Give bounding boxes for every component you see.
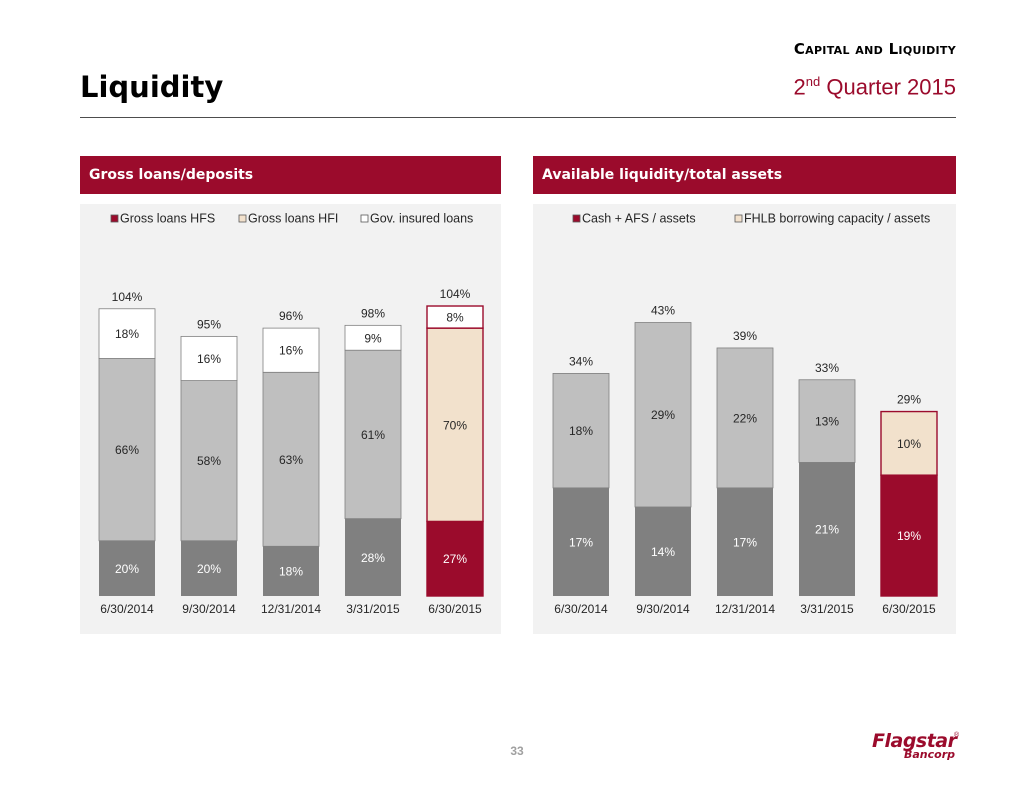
bar-fhlb-borrowing-capacity-assets-1	[634, 322, 692, 508]
logo-subtitle: Bancorp	[904, 748, 956, 761]
x-tick-label-4: 6/30/2015	[882, 602, 936, 616]
x-tick-label-1: 9/30/2014	[636, 602, 690, 616]
section-title: Capital and Liquidity	[793, 40, 956, 58]
bar-fhlb-borrowing-capacity-assets-3	[798, 379, 856, 463]
data-label-gross-loans-hfs-1: 20%	[197, 562, 221, 576]
bar-gov-insured-loans-3	[344, 324, 402, 351]
legend-label-fhlb-borrowing-capacity-assets: FHLB borrowing capacity / assets	[744, 212, 930, 226]
bar-gross-loans-hfi-1	[180, 380, 238, 542]
total-label-3: 33%	[815, 361, 839, 375]
data-label-fhlb-borrowing-capacity-assets-3: 13%	[815, 415, 839, 429]
total-label-2: 96%	[279, 309, 303, 323]
page-title: Liquidity	[80, 70, 224, 104]
right-panel-header: Available liquidity/total assets	[533, 156, 956, 194]
data-label-cash-afs-assets-0: 17%	[569, 535, 593, 549]
data-label-gross-loans-hfi-0: 66%	[115, 443, 139, 457]
data-label-gross-loans-hfi-2: 63%	[279, 453, 303, 467]
x-tick-label-2: 12/31/2014	[715, 602, 775, 616]
data-label-cash-afs-assets-3: 21%	[815, 523, 839, 537]
bar-gov-insured-loans-1	[180, 335, 238, 381]
data-label-gov-insured-loans-3: 9%	[364, 331, 382, 345]
data-label-gross-loans-hfs-3: 28%	[361, 551, 385, 565]
total-label-1: 43%	[651, 304, 675, 318]
bar-cash-afs-assets-3	[799, 462, 855, 596]
quarter-label: 2nd Quarter 2015	[793, 74, 956, 100]
bar-fhlb-borrowing-capacity-assets-4	[880, 410, 938, 476]
legend-swatch-gross-loans-hfs	[110, 214, 119, 223]
x-tick-label-3: 3/31/2015	[346, 602, 400, 616]
legend-swatch-cash-afs-assets	[572, 214, 581, 223]
flagstar-logo: Flagstar ® Bancorp	[872, 730, 964, 762]
data-label-gov-insured-loans-1: 16%	[197, 352, 221, 366]
x-tick-label-0: 6/30/2014	[100, 602, 154, 616]
data-label-gov-insured-loans-4: 8%	[446, 311, 464, 325]
bar-gov-insured-loans-4	[426, 305, 484, 329]
x-tick-label-4: 6/30/2015	[428, 602, 482, 616]
left-panel-header: Gross loans/deposits	[80, 156, 501, 194]
legend-label-gross-loans-hfi: Gross loans HFI	[248, 212, 338, 226]
bar-gov-insured-loans-2	[262, 327, 320, 373]
data-label-gross-loans-hfs-4: 27%	[443, 552, 467, 566]
legend-label-gross-loans-hfs: Gross loans HFS	[120, 212, 215, 226]
data-label-gross-loans-hfi-1: 58%	[197, 454, 221, 468]
header-divider	[80, 117, 956, 118]
data-label-gov-insured-loans-0: 18%	[115, 327, 139, 341]
data-label-cash-afs-assets-4: 19%	[897, 529, 921, 543]
data-label-gross-loans-hfi-4: 70%	[443, 418, 467, 432]
data-label-gov-insured-loans-2: 16%	[279, 344, 303, 358]
gross-loans-deposits-chart: Gross loans HFS Gross loans HFI Gov. insur…	[98, 212, 484, 616]
x-tick-label-3: 3/31/2015	[800, 602, 854, 616]
data-label-fhlb-borrowing-capacity-assets-0: 18%	[569, 424, 593, 438]
gross-loans-deposits-chart-panel: Gross loans HFS Gross loans HFI Gov. insur…	[80, 204, 501, 634]
data-label-gross-loans-hfi-3: 61%	[361, 428, 385, 442]
page-number: 33	[510, 744, 524, 758]
legend-swatch-fhlb-borrowing-capacity-assets	[734, 214, 743, 223]
data-label-gross-loans-hfs-2: 18%	[279, 565, 303, 579]
bar-cash-afs-assets-2	[717, 487, 773, 596]
data-label-fhlb-borrowing-capacity-assets-2: 22%	[733, 411, 757, 425]
bar-gross-loans-hfi-4	[426, 327, 484, 523]
data-label-fhlb-borrowing-capacity-assets-1: 29%	[651, 408, 675, 422]
total-label-0: 104%	[112, 290, 143, 304]
bar-gov-insured-loans-0	[98, 308, 156, 359]
logo-wordmark: Flagstar	[872, 730, 957, 752]
total-label-4: 104%	[440, 287, 471, 301]
total-label-4: 29%	[897, 393, 921, 407]
legend-swatch-gov-insured-loans	[360, 214, 369, 223]
bar-gross-loans-hfi-3	[344, 349, 402, 520]
bar-gross-loans-hfs-1	[181, 540, 237, 596]
available-liquidity-chart: Cash + AFS / assets FHLB borrowing capaci…	[552, 212, 938, 616]
bar-cash-afs-assets-0	[553, 487, 609, 596]
available-liquidity-chart-panel: Cash + AFS / assets FHLB borrowing capaci…	[533, 204, 956, 634]
bar-gross-loans-hfs-0	[99, 540, 155, 596]
bar-fhlb-borrowing-capacity-assets-2	[716, 347, 774, 489]
bar-fhlb-borrowing-capacity-assets-0	[552, 372, 610, 489]
bar-cash-afs-assets-1	[635, 506, 691, 596]
total-label-2: 39%	[733, 329, 757, 343]
legend-swatch-gross-loans-hfi	[238, 214, 247, 223]
x-tick-label-0: 6/30/2014	[554, 602, 608, 616]
bar-cash-afs-assets-4	[880, 474, 938, 597]
bar-gross-loans-hfi-2	[262, 371, 320, 547]
total-label-0: 34%	[569, 354, 593, 368]
x-tick-label-2: 12/31/2014	[261, 602, 321, 616]
data-label-cash-afs-assets-1: 14%	[651, 545, 675, 559]
legend-label-gov-insured-loans: Gov. insured loans	[370, 212, 473, 226]
data-label-fhlb-borrowing-capacity-assets-4: 10%	[897, 437, 921, 451]
bar-gross-loans-hfs-3	[345, 518, 401, 596]
data-label-gross-loans-hfs-0: 20%	[115, 562, 139, 576]
data-label-cash-afs-assets-2: 17%	[733, 535, 757, 549]
logo-registered-mark: ®	[954, 732, 960, 739]
bar-gross-loans-hfs-2	[263, 546, 319, 596]
legend-label-cash-afs-assets: Cash + AFS / assets	[582, 212, 696, 226]
total-label-3: 98%	[361, 306, 385, 320]
total-label-1: 95%	[197, 317, 221, 331]
bar-gross-loans-hfi-0	[98, 358, 156, 542]
x-tick-label-1: 9/30/2014	[182, 602, 236, 616]
